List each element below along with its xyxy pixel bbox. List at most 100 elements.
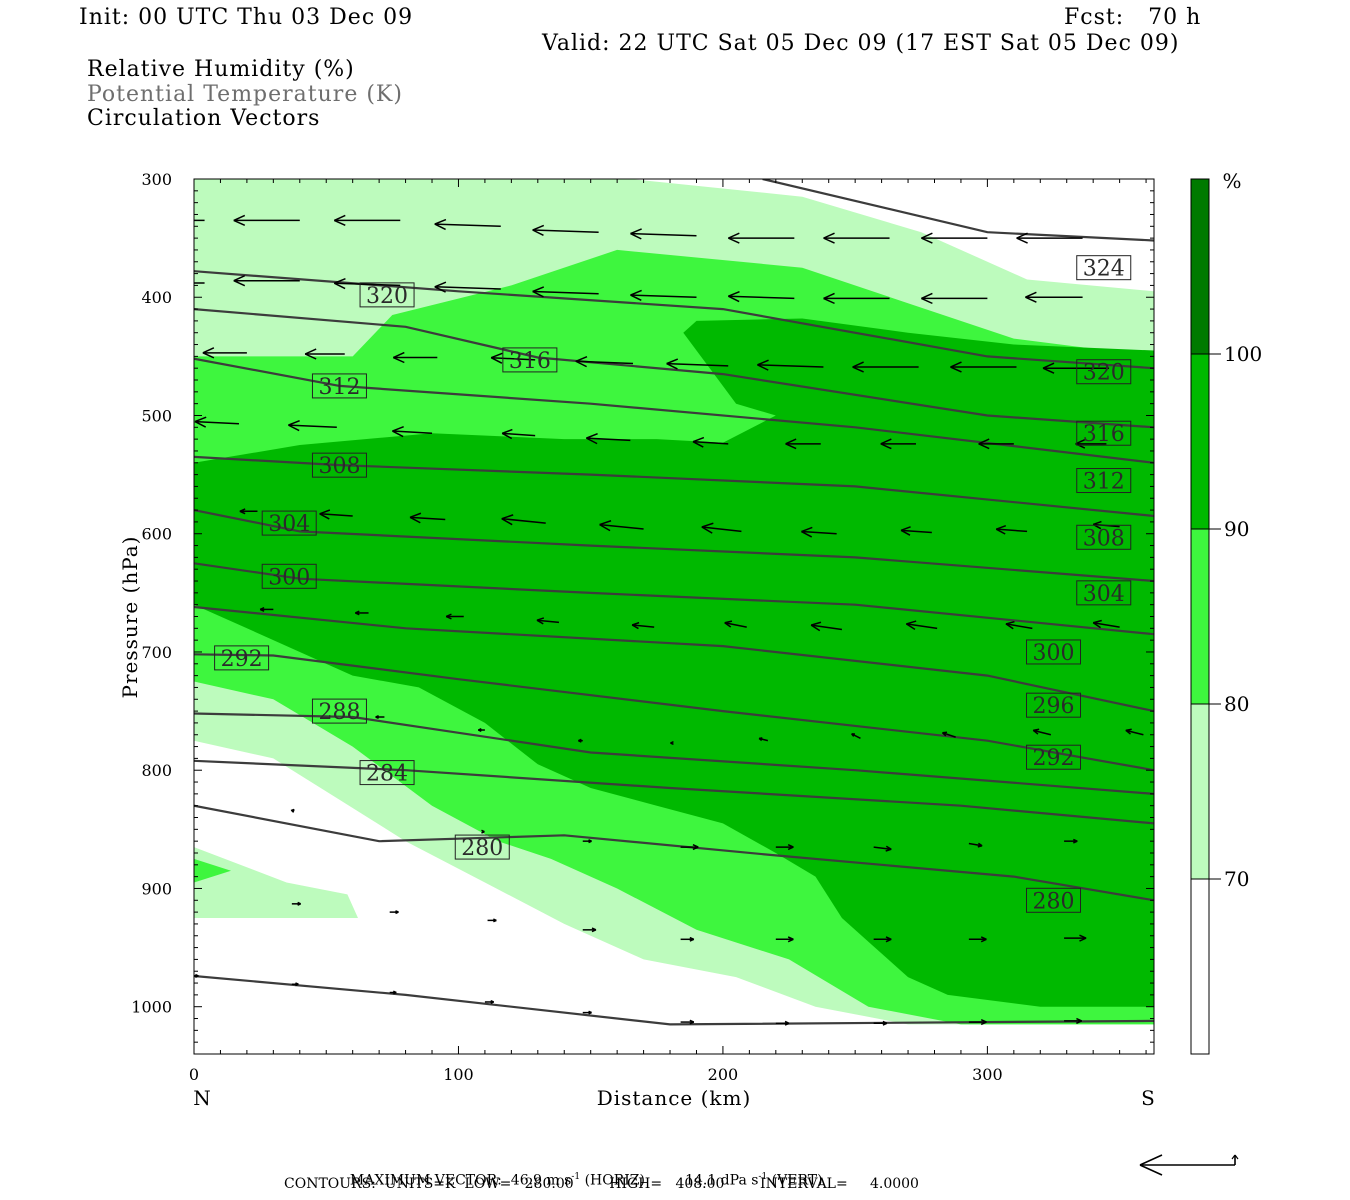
svg-text:316: 316	[1083, 422, 1125, 447]
svg-text:324: 324	[1083, 257, 1125, 282]
svg-text:292: 292	[1033, 746, 1075, 771]
theta-label-300: 300	[261, 563, 317, 590]
circulation-vector	[630, 289, 697, 302]
y-tick-label: 1000	[131, 998, 172, 1017]
y-tick-label: 700	[141, 643, 172, 662]
circulation-vector	[290, 808, 295, 813]
svg-text:308: 308	[318, 454, 360, 479]
x-tick-label: 200	[708, 1065, 739, 1084]
circulation-vector	[490, 352, 536, 364]
circulation-vector	[445, 613, 464, 620]
circulation-vector	[900, 526, 932, 536]
field-title-vectors: Circulation Vectors	[87, 106, 321, 131]
circulation-vector	[921, 292, 988, 305]
circulation-vector	[586, 433, 631, 445]
circulation-vector	[1005, 620, 1033, 630]
circulation-vector	[851, 733, 861, 739]
circulation-vector	[801, 526, 837, 538]
circulation-vector	[785, 438, 821, 450]
theta-contour-316	[194, 308, 1154, 429]
theta-label-308: 308	[1076, 524, 1132, 551]
theta-contour-292	[194, 653, 1154, 772]
circulation-vector	[701, 522, 742, 534]
circulation-vector	[823, 232, 890, 244]
circulation-vector	[680, 844, 699, 851]
circulation-vector	[389, 990, 397, 995]
theta-label-308: 308	[311, 452, 367, 479]
theta-label-288: 288	[311, 698, 367, 725]
theta-label-284: 284	[359, 760, 415, 787]
y-tick-label: 800	[141, 761, 172, 780]
circulation-vector	[487, 918, 497, 923]
theta-label-292: 292	[214, 645, 270, 672]
contours-info: CONTOURS: UNITS=K LOW= 280.00 HIGH= 408.…	[284, 1176, 919, 1192]
circulation-vector	[680, 936, 695, 942]
circulation-vector	[478, 727, 485, 733]
circulation-vector	[680, 1019, 695, 1025]
circulation-vector	[630, 228, 697, 240]
svg-text:292: 292	[221, 647, 263, 672]
vert-exponent: -1	[758, 1172, 768, 1182]
theta-contour-312	[194, 357, 1154, 464]
theta-label-312: 312	[311, 373, 367, 400]
circulation-vector	[1016, 232, 1083, 244]
circulation-vector	[575, 356, 634, 368]
circulation-vector	[355, 610, 369, 616]
theta-label-304: 304	[261, 510, 317, 537]
colorbar-swatch	[1191, 529, 1209, 704]
theta-label-320: 320	[359, 282, 415, 309]
theta-contours	[194, 179, 1154, 1026]
max-horiz-value: 46.9 m s	[510, 1172, 572, 1189]
theta-label-300: 300	[1026, 639, 1082, 666]
rh-region-70	[194, 847, 358, 918]
circulation-vector	[995, 524, 1028, 535]
max-vert-value: 14.1 dPa s	[685, 1172, 759, 1189]
colorbar-swatch	[1191, 704, 1209, 879]
svg-text:288: 288	[318, 700, 360, 725]
y-tick-label: 500	[141, 406, 172, 425]
circulation-vector	[757, 359, 824, 371]
circulation-vector	[532, 286, 599, 298]
circulation-vector	[194, 973, 199, 978]
circulation-vector	[921, 232, 988, 244]
circulation-vector	[978, 438, 1014, 450]
colorbar: 100 90 80 70	[1190, 178, 1262, 1055]
circulation-vector	[968, 1019, 987, 1026]
y-tick-label: 300	[141, 170, 172, 189]
svg-text:320: 320	[1083, 361, 1125, 386]
svg-text:312: 312	[318, 375, 360, 400]
y-tick-label: 900	[141, 879, 172, 898]
circulation-vector	[692, 436, 729, 448]
theta-labels: 324 320 320 316 316 312 312 308 308 304 304 300 300 2…	[214, 255, 1132, 914]
svg-text:296: 296	[1033, 694, 1075, 719]
svg-text:284: 284	[366, 762, 408, 787]
circulation-vector	[941, 731, 956, 738]
circulation-vector	[728, 232, 795, 244]
forecast-hour: Fcst: 70 h	[1064, 5, 1202, 30]
theta-label-304: 304	[1076, 580, 1132, 607]
x-tick-label: 100	[443, 1065, 474, 1084]
colorbar-level-label: 70	[1224, 867, 1249, 891]
circulation-vector	[823, 292, 890, 305]
circulation-vector	[484, 999, 495, 1005]
theta-contour-324	[762, 179, 1154, 242]
y-tick-label: 400	[141, 288, 172, 307]
circulation-vector	[599, 520, 644, 532]
circulation-vector	[1025, 291, 1083, 303]
circulation-vector	[852, 361, 919, 373]
circulation-vector	[392, 425, 433, 438]
circulation-vector	[968, 842, 983, 848]
x-axis-title: Distance (km)	[597, 1086, 752, 1110]
svg-text:304: 304	[1083, 582, 1125, 607]
colorbar-level-label: 90	[1224, 517, 1249, 541]
circulation-vector	[288, 419, 337, 432]
circulation-vector	[1125, 728, 1144, 736]
colorbar-level-label: 100	[1224, 342, 1262, 366]
theta-contour-276	[194, 974, 1154, 1026]
circulation-vector	[194, 416, 239, 428]
circulation-vector	[578, 738, 583, 743]
circulation-vector	[1092, 619, 1120, 629]
circulation-vector	[582, 839, 592, 844]
x-end-label-south: S	[1141, 1086, 1155, 1110]
